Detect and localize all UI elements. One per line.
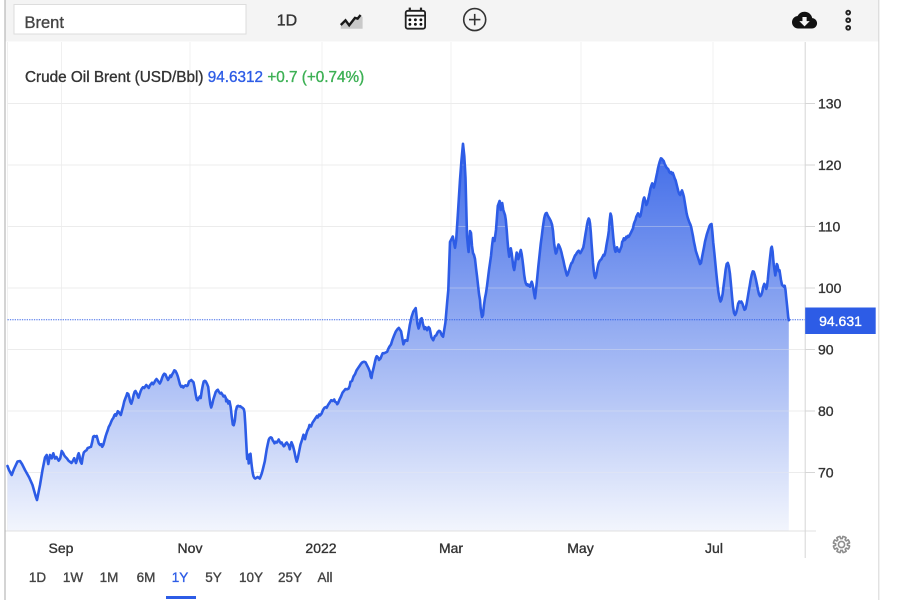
svg-text:90: 90 (818, 342, 834, 358)
svg-text:130: 130 (818, 96, 842, 112)
svg-text:1M: 1M (100, 570, 119, 585)
svg-text:Sep: Sep (49, 540, 74, 556)
svg-text:Crude Oil Brent (USD/Bbl) 94.6: Crude Oil Brent (USD/Bbl) 94.6312 +0.7 (… (25, 69, 364, 86)
svg-text:1D: 1D (29, 570, 47, 585)
svg-text:May: May (567, 540, 593, 556)
svg-text:100: 100 (818, 280, 842, 296)
svg-text:Mar: Mar (439, 540, 463, 556)
svg-text:Nov: Nov (178, 540, 203, 556)
svg-text:94.631: 94.631 (819, 313, 862, 329)
svg-text:5Y: 5Y (205, 570, 222, 585)
svg-text:80: 80 (818, 403, 834, 419)
svg-text:1Y: 1Y (172, 570, 189, 585)
svg-text:120: 120 (818, 157, 842, 173)
svg-text:70: 70 (818, 465, 834, 481)
svg-text:1D: 1D (277, 13, 297, 30)
svg-text:2022: 2022 (305, 540, 336, 556)
svg-text:10Y: 10Y (239, 570, 263, 585)
svg-text:6M: 6M (137, 570, 156, 585)
svg-text:Brent: Brent (25, 14, 65, 32)
svg-text:110: 110 (818, 219, 841, 235)
svg-text:Jul: Jul (705, 540, 723, 556)
svg-text:All: All (317, 570, 332, 585)
svg-text:25Y: 25Y (278, 570, 302, 585)
svg-text:1W: 1W (63, 570, 84, 585)
